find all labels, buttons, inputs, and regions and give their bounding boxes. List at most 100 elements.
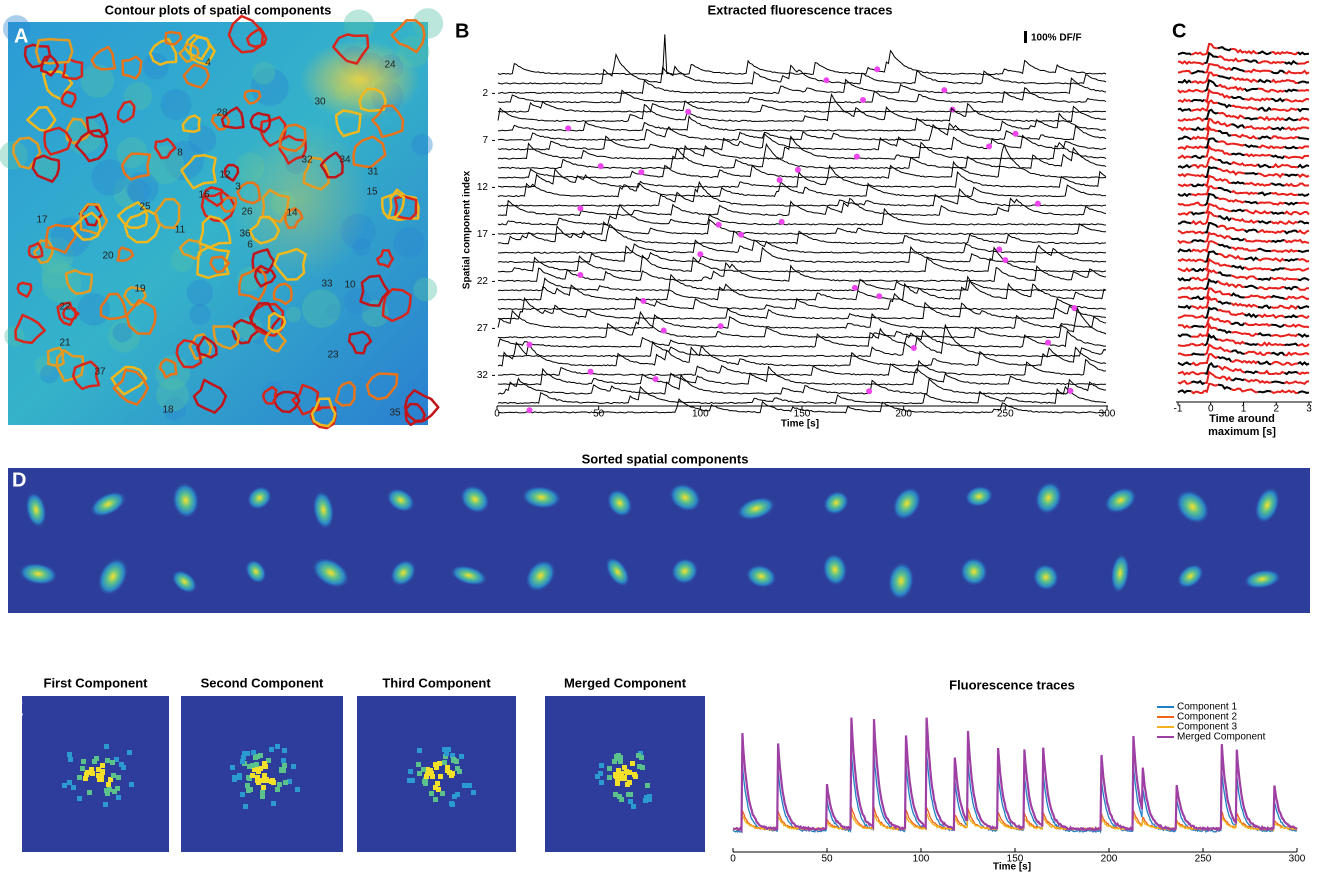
pixel [417, 771, 422, 776]
contour [334, 109, 362, 138]
contour-label: 6 [247, 240, 253, 251]
aligned-trace [1244, 117, 1258, 121]
aligned-trace [1257, 276, 1272, 281]
contour [278, 123, 307, 153]
aligned-trace [1243, 87, 1259, 93]
spatial-component [1254, 486, 1281, 524]
pixel [232, 777, 237, 782]
contour-label: 36 [239, 229, 251, 240]
panel-letter: C [1172, 20, 1186, 42]
texture [41, 258, 72, 290]
texture [91, 159, 128, 196]
aligned-trace [1284, 79, 1298, 85]
pixel [67, 780, 72, 785]
aligned-trace [1270, 135, 1285, 140]
aligned-trace [1244, 294, 1258, 299]
aligned-trace [1244, 370, 1259, 375]
aligned-trace [1297, 360, 1310, 366]
aligned-trace [1297, 314, 1310, 319]
pixel [421, 767, 426, 772]
aligned-trace [1204, 165, 1219, 178]
pixel [255, 778, 260, 783]
aligned-trace [1204, 221, 1219, 234]
contour [359, 274, 390, 307]
pixel [440, 791, 445, 796]
aligned-trace [1244, 209, 1259, 215]
aligned-trace [1177, 210, 1192, 216]
texture [326, 304, 341, 319]
aligned-trace [1230, 66, 1246, 73]
aligned-trace [1244, 228, 1259, 234]
trace [497, 93, 1107, 123]
aligned-trace [1217, 46, 1232, 52]
aligned-trace [1217, 140, 1232, 146]
panel-d-image [8, 468, 1310, 613]
y-tick-label: 27 [477, 323, 489, 334]
x-tick-label: 100 [692, 409, 709, 420]
pixel [261, 785, 266, 790]
aligned-trace [1257, 379, 1272, 384]
aligned-trace [1244, 378, 1259, 383]
pixel [67, 752, 72, 757]
aligned-trace [1204, 108, 1219, 120]
contour [209, 255, 231, 274]
contour [263, 329, 287, 353]
aligned-trace [1217, 83, 1232, 90]
aligned-trace [1244, 332, 1259, 337]
spatial-component [89, 491, 127, 518]
aligned-trace [1244, 322, 1259, 327]
contour [46, 346, 65, 367]
pixel [255, 754, 260, 759]
aligned-trace [1177, 342, 1192, 347]
aligned-trace [1244, 106, 1259, 111]
pixel [425, 767, 430, 772]
aligned-trace [1204, 352, 1219, 365]
aligned-trace [1231, 142, 1246, 147]
texture [4, 326, 25, 347]
contour [71, 360, 101, 391]
aligned-trace [1257, 163, 1272, 169]
pixel [245, 783, 250, 788]
pixel [96, 773, 101, 778]
aligned-trace [1217, 158, 1232, 166]
contour [16, 281, 33, 298]
aligned-trace [1217, 207, 1232, 213]
pixel [68, 757, 73, 762]
image-title: Third Component [382, 675, 491, 690]
pixel [254, 762, 259, 767]
aligned-trace [1257, 267, 1272, 271]
peak-marker [577, 272, 584, 279]
aligned-trace [1297, 210, 1310, 216]
aligned-trace [1297, 267, 1310, 272]
aligned-trace [1190, 361, 1205, 367]
pixel [295, 787, 300, 792]
pixel [279, 767, 284, 772]
aligned-trace [1284, 323, 1299, 328]
contour-label: 12 [219, 170, 231, 181]
aligned-trace [1244, 68, 1259, 74]
aligned-trace [1284, 258, 1299, 263]
contour [158, 357, 178, 379]
spatial-component [521, 485, 562, 510]
contour-label: 23 [327, 350, 339, 361]
spatial-component [25, 491, 47, 529]
aligned-trace [1217, 167, 1232, 174]
contour [403, 389, 440, 423]
contour-label: 25 [139, 202, 151, 213]
contour [283, 206, 304, 230]
aligned-trace [1231, 104, 1245, 109]
peak-marker [910, 344, 917, 351]
aligned-trace [1284, 163, 1298, 169]
pixel [622, 765, 627, 770]
image-title: First Component [44, 675, 149, 690]
pixel [452, 794, 457, 799]
aligned-trace [1190, 98, 1206, 103]
aligned-trace [1230, 76, 1246, 82]
aligned-trace [1230, 274, 1245, 279]
aligned-trace [1297, 108, 1310, 113]
aligned-trace [1297, 220, 1310, 225]
legend-label: Component 1 [1177, 702, 1237, 713]
aligned-trace [1177, 333, 1192, 338]
aligned-trace [1284, 98, 1299, 103]
